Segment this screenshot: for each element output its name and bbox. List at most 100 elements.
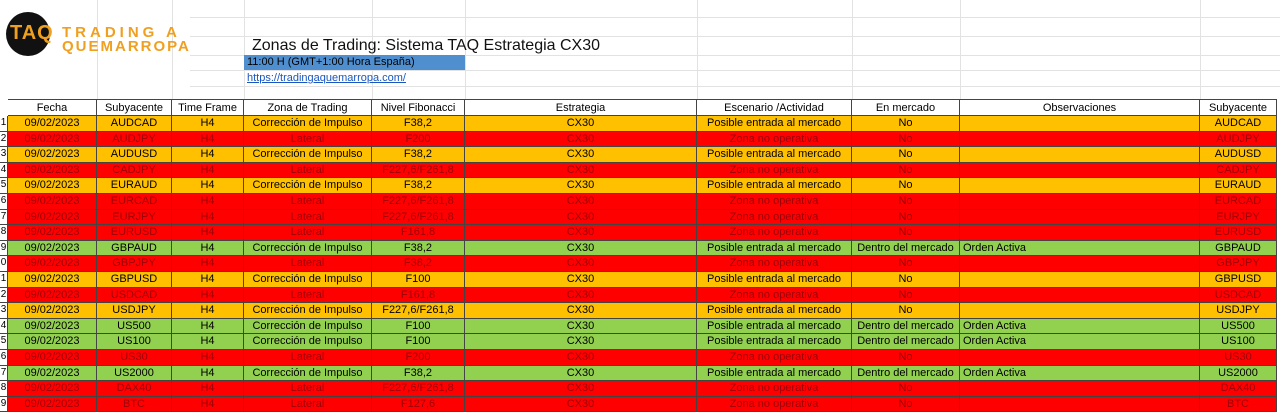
table-cell: 09/02/2023: [8, 147, 97, 163]
row-number: 4: [0, 318, 8, 335]
table-cell: 09/02/2023: [8, 365, 97, 382]
row-number: 4: [0, 162, 8, 179]
logo-badge-bg: [6, 12, 50, 56]
table-cell: Posible entrada al mercado: [697, 178, 852, 194]
table-cell: [960, 147, 1200, 163]
table-cell: Lateral: [244, 381, 372, 397]
table-cell: Corrección de Impulso: [244, 116, 372, 132]
grid-line: [172, 0, 173, 99]
table-cell: Lateral: [244, 194, 372, 210]
logo-line2: QUEMARROPA: [62, 38, 191, 55]
table-cell: AUDUSD: [97, 147, 172, 163]
table-cell: CX30: [465, 256, 697, 272]
row-number: 8: [0, 381, 8, 397]
table-cell: 09/02/2023: [8, 334, 97, 350]
table-cell: No: [852, 225, 960, 241]
column-header: Nivel Fibonacci: [372, 99, 465, 116]
table-cell: CX30: [465, 272, 697, 288]
table-cell: CX30: [465, 381, 697, 397]
table-cell: H4: [172, 225, 244, 241]
row-number: 1: [0, 116, 8, 132]
table-cell: Zona no operativa: [697, 131, 852, 148]
table-cell: EURAUD: [97, 178, 172, 194]
table-cell: Zona no operativa: [697, 162, 852, 179]
table-cell: Dentro del mercado: [852, 240, 960, 257]
table-cell: AUDCAD: [97, 116, 172, 132]
table-cell: No: [852, 116, 960, 132]
table-cell: F100: [372, 272, 465, 288]
row-number: 5: [0, 178, 8, 194]
table-cell: [960, 303, 1200, 319]
table-cell: AUDCAD: [1200, 116, 1277, 132]
table-cell: 09/02/2023: [8, 396, 97, 413]
table-cell: F100: [372, 318, 465, 335]
row-number: 1: [0, 272, 8, 288]
grid-line: [465, 0, 466, 99]
table-cell: Zona no operativa: [697, 396, 852, 413]
table-cell: Orden Activa: [960, 365, 1200, 382]
table-cell: Corrección de Impulso: [244, 272, 372, 288]
table-cell: EURUSD: [1200, 225, 1277, 241]
table-cell: US30: [97, 350, 172, 366]
row-number: 3: [0, 147, 8, 163]
table-cell: 09/02/2023: [8, 287, 97, 304]
table-cell: [960, 350, 1200, 366]
table-cell: No: [852, 287, 960, 304]
row-number: 3: [0, 303, 8, 319]
table-cell: BTC: [97, 396, 172, 413]
table-cell: H4: [172, 303, 244, 319]
table-cell: [960, 194, 1200, 210]
table-cell: CX30: [465, 209, 697, 226]
table-cell: CX30: [465, 240, 697, 257]
table-cell: AUDJPY: [1200, 131, 1277, 148]
table-cell: CX30: [465, 147, 697, 163]
table-cell: US500: [1200, 318, 1277, 335]
table-cell: AUDJPY: [97, 131, 172, 148]
grid-line: [97, 0, 98, 99]
grid-line: [190, 70, 1280, 71]
table-cell: H4: [172, 162, 244, 179]
table-cell: Corrección de Impulso: [244, 178, 372, 194]
table-cell: DAX40: [97, 381, 172, 397]
row-number: 2: [0, 131, 8, 148]
table-cell: H4: [172, 381, 244, 397]
table-cell: US100: [97, 334, 172, 350]
table-cell: Lateral: [244, 209, 372, 226]
table-cell: F100: [372, 334, 465, 350]
table-cell: 09/02/2023: [8, 350, 97, 366]
table-cell: F161,8: [372, 225, 465, 241]
table-cell: Posible entrada al mercado: [697, 240, 852, 257]
table-cell: [960, 131, 1200, 148]
table-cell: No: [852, 131, 960, 148]
table-cell: Posible entrada al mercado: [697, 303, 852, 319]
grid-line: [697, 0, 698, 99]
link[interactable]: https://tradingaquemarropa.com/: [247, 72, 406, 84]
column-header: Time Frame: [172, 99, 244, 116]
table-cell: USDJPY: [1200, 303, 1277, 319]
table-cell: Corrección de Impulso: [244, 240, 372, 257]
table-cell: [960, 116, 1200, 132]
table-cell: Corrección de Impulso: [244, 334, 372, 350]
table-cell: CX30: [465, 303, 697, 319]
table-cell: F227,6/F261,8: [372, 194, 465, 210]
table-cell: Lateral: [244, 131, 372, 148]
column-header: Escenario /Actividad: [697, 99, 852, 116]
row-number: 9: [0, 396, 8, 413]
table-cell: CX30: [465, 287, 697, 304]
table-cell: 09/02/2023: [8, 178, 97, 194]
table-cell: GBPJPY: [97, 256, 172, 272]
table-cell: Zona no operativa: [697, 225, 852, 241]
table-cell: F200: [372, 350, 465, 366]
logo-badge: TAQ: [10, 22, 54, 44]
table-cell: US30: [1200, 350, 1277, 366]
table-cell: CX30: [465, 178, 697, 194]
table-cell: AUDUSD: [1200, 147, 1277, 163]
table-cell: US2000: [1200, 365, 1277, 382]
table-cell: CX30: [465, 194, 697, 210]
table-cell: [960, 178, 1200, 194]
table-cell: H4: [172, 318, 244, 335]
table-cell: No: [852, 396, 960, 413]
table-cell: F227,6/F261,8: [372, 303, 465, 319]
table-cell: F38,2: [372, 178, 465, 194]
